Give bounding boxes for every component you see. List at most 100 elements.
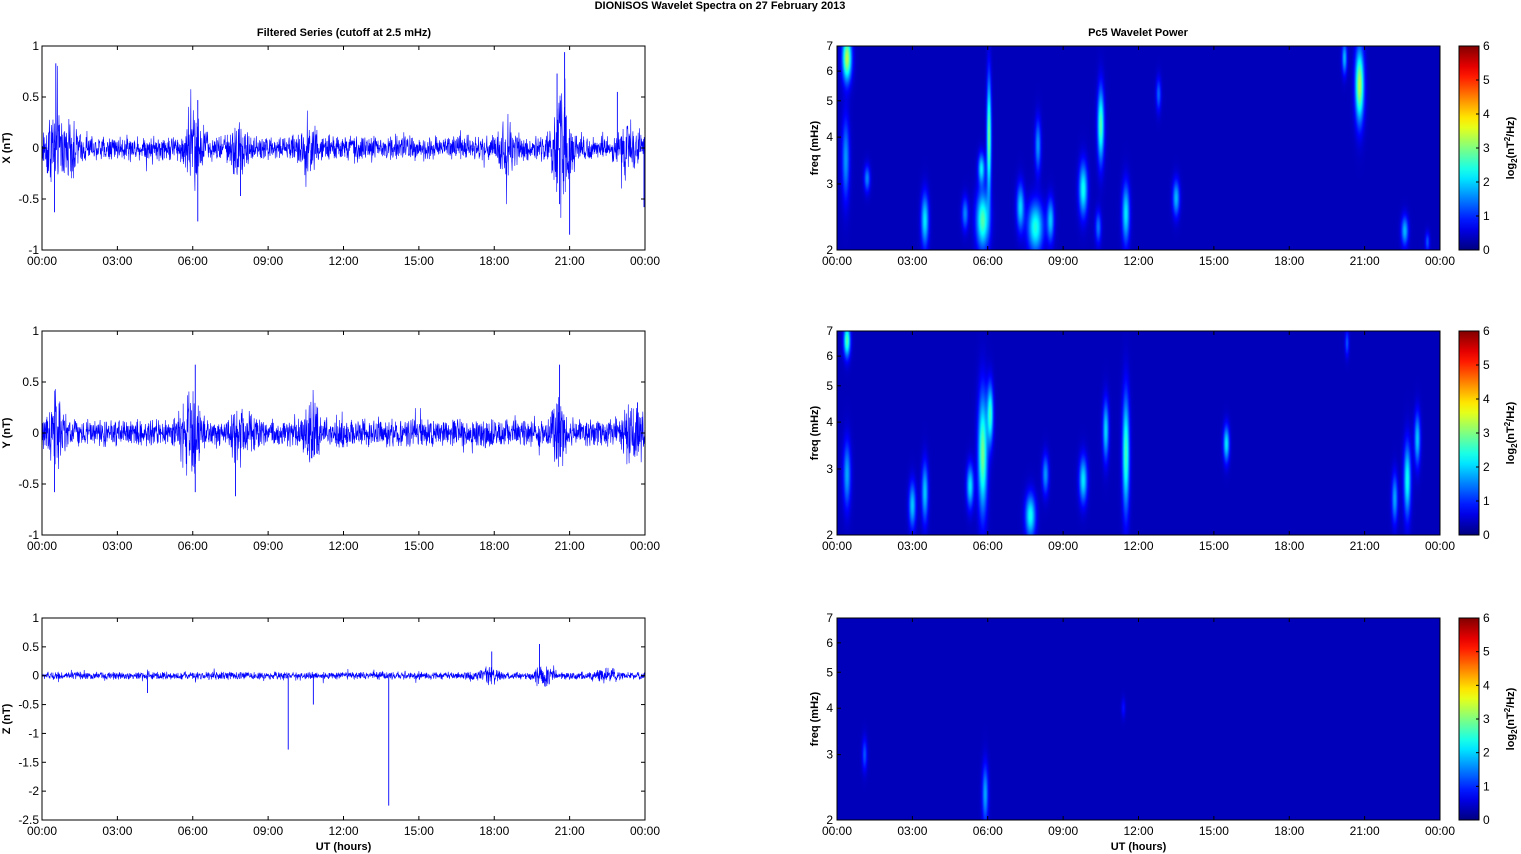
x-tick-label: 21:00 <box>1350 254 1380 268</box>
x-tick-label: 18:00 <box>479 824 509 838</box>
y-tick-label: 0 <box>32 426 39 440</box>
x-tick-label: 15:00 <box>1199 539 1229 553</box>
y-tick-label: 3 <box>826 462 833 476</box>
x-tick-label: 15:00 <box>1199 824 1229 838</box>
y-axis-label: Y (nT) <box>1 417 13 448</box>
x-tick-label: 06:00 <box>178 824 208 838</box>
y-tick-label: 4 <box>826 415 833 429</box>
x-tick-label: 00:00 <box>630 539 660 553</box>
x-tick-label: 18:00 <box>479 254 509 268</box>
x-tick-label: 00:00 <box>822 539 852 553</box>
colorbar-tick-label: 6 <box>1483 39 1490 53</box>
x-tick-label: 03:00 <box>897 254 927 268</box>
x-tick-label: 09:00 <box>253 539 283 553</box>
y-tick-label: 6 <box>826 636 833 650</box>
y-tick-label: 5 <box>826 94 833 108</box>
x-tick-label: 09:00 <box>1048 539 1078 553</box>
x-tick-label: 15:00 <box>404 824 434 838</box>
colorbar-tick-label: 2 <box>1483 175 1490 189</box>
x-tick-label: 00:00 <box>1425 254 1455 268</box>
y-tick-label: 2 <box>826 243 833 257</box>
y-axis-label: X (nT) <box>1 132 13 163</box>
x-tick-label: 18:00 <box>1274 539 1304 553</box>
x-axis-label: UT (hours) <box>316 841 372 853</box>
chart-panels: 1 0.5 0 -0.5 -1 X (nT) 00:00 03:00 06:00 09:00 12:… <box>1 39 1519 853</box>
y-tick-label: 3 <box>826 748 833 762</box>
heatmap-image <box>837 618 1440 820</box>
x-tick-label: 06:00 <box>973 824 1003 838</box>
y-tick-label: 1 <box>32 324 39 338</box>
y-tick-label: 0.5 <box>22 375 39 389</box>
y-tick-label: 4 <box>826 130 833 144</box>
colorbar-tick-label: 5 <box>1483 358 1490 372</box>
x-tick-label: 12:00 <box>328 539 358 553</box>
y-tick-label: -2.5 <box>18 813 39 827</box>
y-tick-label: 7 <box>826 324 833 338</box>
x-tick-label: 03:00 <box>897 539 927 553</box>
series-trace <box>41 665 646 687</box>
colorbar-tick-label: 2 <box>1483 746 1490 760</box>
colorbar-tick-label: 4 <box>1483 678 1490 692</box>
colorbar-tick-label: 6 <box>1483 324 1490 338</box>
colorbar-tick-label: 3 <box>1483 141 1490 155</box>
x-tick-label: 00:00 <box>1425 824 1455 838</box>
x-tick-label: 12:00 <box>1123 254 1153 268</box>
y-tick-label: 6 <box>826 64 833 78</box>
left-column-title: Filtered Series (cutoff at 2.5 mHz) <box>257 27 432 39</box>
figure-title: DIONISOS Wavelet Spectra on 27 February … <box>595 0 846 12</box>
y-tick-label: 1 <box>32 611 39 625</box>
x-tick-label: 18:00 <box>1274 824 1304 838</box>
x-tick-label: 09:00 <box>253 254 283 268</box>
colorbar-label: log2(nT2/Hz) <box>1503 116 1519 179</box>
y-tick-label: -0.5 <box>18 698 39 712</box>
y-tick-label: 7 <box>826 611 833 625</box>
x-tick-label: 21:00 <box>555 254 585 268</box>
colorbar-label: log2(nT2/Hz) <box>1503 401 1519 464</box>
colorbar-gradient <box>1459 46 1479 250</box>
y-tick-label: 4 <box>826 701 833 715</box>
heatmap-image <box>837 46 1440 250</box>
x-tick-label: 00:00 <box>1425 539 1455 553</box>
y-tick-label: 3 <box>826 177 833 191</box>
colorbar-tick-label: 3 <box>1483 426 1490 440</box>
colorbar-tick-label: 3 <box>1483 712 1490 726</box>
x-axis-label: UT (hours) <box>1111 841 1167 853</box>
y-tick-label: 2 <box>826 528 833 542</box>
y-axis-label: freq (mHz) <box>809 691 821 746</box>
plot-area <box>42 618 645 820</box>
panel-series-x: 1 0.5 0 -0.5 -1 X (nT) 00:00 03:00 06:00 09:00 12:… <box>1 39 660 268</box>
y-tick-label: -1 <box>28 726 39 740</box>
x-tick-label: 12:00 <box>328 254 358 268</box>
colorbar-tick-label: 0 <box>1483 528 1490 542</box>
y-axis-label: freq (mHz) <box>809 405 821 460</box>
x-tick-label: 09:00 <box>1048 824 1078 838</box>
x-tick-label: 12:00 <box>328 824 358 838</box>
colorbar-tick-label: 0 <box>1483 813 1490 827</box>
colorbar-gradient <box>1459 331 1479 535</box>
y-tick-label: 5 <box>826 665 833 679</box>
y-tick-label: 0.5 <box>22 640 39 654</box>
y-tick-label: 0 <box>32 141 39 155</box>
y-tick-label: -2 <box>28 784 39 798</box>
x-tick-label: 00:00 <box>822 824 852 838</box>
colorbar-tick-label: 5 <box>1483 73 1490 87</box>
x-tick-label: 21:00 <box>555 824 585 838</box>
panel-power-z: 7 6 5 4 3 2 freq (mHz) 00:00 03:00 06:00 09:00 12:0… <box>809 611 1519 853</box>
x-tick-label: 21:00 <box>555 539 585 553</box>
panel-series-z: 1 0.5 0 -0.5 -1 -1.5 -2 -2.5 Z (nT) 00:00 03:00 06:… <box>1 611 660 853</box>
x-tick-label: 21:00 <box>1350 824 1380 838</box>
y-tick-label: -1 <box>28 528 39 542</box>
heatmap-image <box>837 331 1440 535</box>
colorbar-gradient <box>1459 618 1479 820</box>
x-tick-label: 12:00 <box>1123 539 1153 553</box>
colorbar-tick-label: 1 <box>1483 494 1490 508</box>
colorbar-tick-label: 0 <box>1483 243 1490 257</box>
x-tick-label: 12:00 <box>1123 824 1153 838</box>
x-tick-label: 00:00 <box>630 824 660 838</box>
x-tick-label: 03:00 <box>102 254 132 268</box>
y-axis-label: freq (mHz) <box>809 120 821 175</box>
y-tick-label: -1.5 <box>18 755 39 769</box>
colorbar-tick-label: 4 <box>1483 107 1490 121</box>
x-tick-label: 00:00 <box>27 539 57 553</box>
